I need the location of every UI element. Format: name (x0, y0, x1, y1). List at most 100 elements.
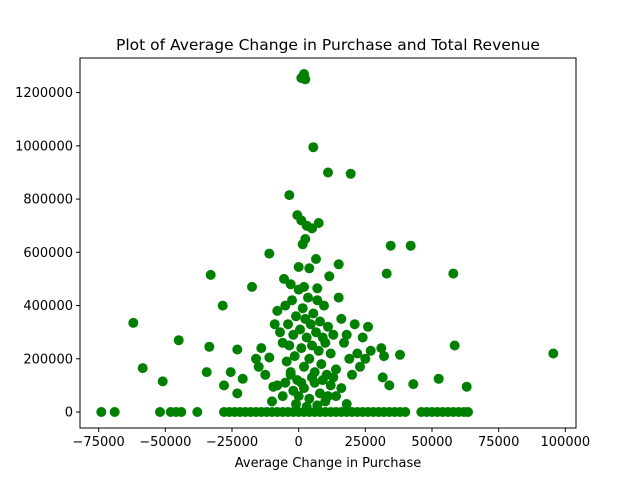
data-point (293, 262, 304, 272)
data-point (260, 369, 271, 380)
data-point (333, 292, 344, 303)
data-point (328, 329, 339, 340)
x-tick-label: 100000 (541, 435, 591, 450)
data-point (315, 316, 325, 327)
data-point (137, 363, 148, 374)
data-point (320, 337, 331, 348)
data-point (109, 407, 120, 417)
data-point (313, 218, 324, 228)
data-point (311, 254, 321, 264)
data-point (295, 324, 305, 335)
data-point (331, 364, 341, 375)
x-tick-label: 0 (295, 435, 303, 450)
data-point (317, 375, 328, 386)
data-point (304, 353, 315, 364)
data-point (305, 319, 316, 330)
data-point (280, 377, 291, 388)
data-point (205, 269, 216, 280)
data-point (312, 283, 323, 294)
y-tick-label: 400000 (23, 299, 73, 314)
data-point (296, 377, 307, 388)
data-point (217, 300, 228, 311)
data-point (296, 343, 307, 354)
data-point (277, 391, 288, 402)
data-point (264, 352, 275, 363)
data-point (377, 372, 388, 383)
data-point (311, 327, 321, 338)
data-point (272, 380, 283, 391)
data-point (176, 407, 187, 417)
data-point (316, 359, 327, 370)
data-point (232, 344, 243, 355)
data-point (381, 268, 392, 279)
chart-title: Plot of Average Change in Purchase and T… (116, 36, 540, 54)
data-point (289, 351, 300, 362)
data-point (307, 223, 317, 234)
data-point (299, 361, 309, 372)
data-point (312, 295, 323, 306)
data-point (157, 376, 168, 387)
data-point (173, 335, 184, 346)
data-point (548, 348, 559, 359)
data-point (349, 319, 360, 330)
y-tick-label: 1200000 (15, 86, 73, 101)
data-point (225, 367, 236, 378)
data-point (291, 311, 301, 322)
data-point (315, 388, 325, 399)
data-point (395, 349, 405, 360)
data-point (325, 380, 336, 391)
data-point (293, 284, 304, 295)
x-tick-label: 75000 (478, 435, 519, 450)
data-point (307, 340, 317, 351)
data-point (96, 407, 107, 417)
y-tick-label: 1000000 (15, 139, 73, 154)
x-tick-label: −75000 (73, 435, 125, 450)
data-point (405, 240, 416, 251)
data-point (237, 373, 248, 384)
data-point (344, 353, 355, 364)
data-point (448, 268, 459, 279)
data-point (284, 190, 295, 201)
data-point (341, 399, 352, 409)
data-point (297, 303, 308, 314)
x-axis-ticks: −75000 −50000 −25000 0 25000 50000 75000 100000 (73, 428, 591, 450)
data-point (304, 263, 315, 274)
data-point (357, 332, 368, 343)
data-point (291, 399, 301, 409)
data-point (345, 168, 356, 179)
data-point (192, 407, 203, 417)
data-point (339, 337, 349, 348)
data-point (288, 329, 299, 340)
data-point (323, 321, 333, 332)
data-point (267, 396, 277, 407)
data-point (313, 345, 324, 356)
data-point (323, 167, 333, 178)
data-point (280, 300, 291, 311)
data-point (363, 321, 373, 332)
data-point (324, 271, 335, 282)
data-points (96, 69, 559, 417)
data-point (385, 240, 396, 251)
data-point (433, 373, 444, 384)
data-point (285, 369, 296, 380)
data-point (352, 348, 363, 359)
data-point (323, 391, 333, 402)
data-point (365, 345, 376, 356)
data-point (232, 388, 243, 399)
data-point (201, 367, 212, 378)
x-tick-label: 25000 (345, 435, 386, 450)
data-point (285, 279, 296, 290)
data-point (379, 351, 389, 362)
data-point (449, 340, 460, 351)
data-point (253, 361, 264, 372)
data-point (269, 319, 280, 330)
x-axis-label: Average Change in Purchase (235, 456, 421, 471)
data-point (256, 343, 267, 354)
data-point (293, 391, 304, 402)
data-point (204, 341, 215, 352)
data-point (341, 329, 352, 340)
data-point (281, 356, 292, 367)
data-point (360, 353, 371, 364)
data-point (275, 327, 285, 338)
